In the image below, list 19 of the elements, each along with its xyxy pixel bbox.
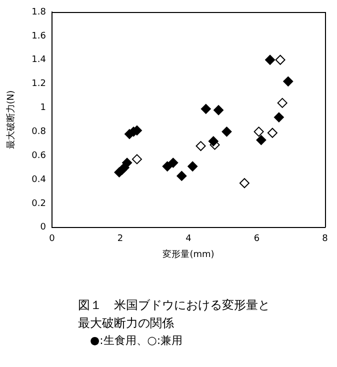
y-tick-label: 1.4 xyxy=(32,55,46,66)
x-tick-label: 2 xyxy=(117,234,124,244)
x-tick-label: 6 xyxy=(254,234,260,244)
text: ●:生食用、○:兼用 xyxy=(89,333,184,349)
y-tick-label: 1.8 xyxy=(32,7,46,18)
y-axis-title: 最大破断力(N) xyxy=(6,90,17,150)
y-tick-label: 1.6 xyxy=(32,31,46,42)
x-tick-label: 8 xyxy=(322,234,328,244)
y-tick-label: 0 xyxy=(40,222,46,233)
text: 図１ 米国ブドウにおける変形量と最大破断力の関係 xyxy=(78,297,271,332)
y-tick-label: 1.2 xyxy=(32,79,46,90)
x-tick-label: 0 xyxy=(49,234,56,244)
y-tick-label: 0.4 xyxy=(32,174,46,185)
x-axis-title: 変形量(mm) xyxy=(162,248,214,260)
y-tick-label: 0.8 xyxy=(32,127,46,138)
y-tick-label: 0.6 xyxy=(32,150,46,161)
y-tick-label: 1 xyxy=(40,103,46,114)
x-tick-label: 4 xyxy=(186,234,192,244)
y-tick-label: 0.2 xyxy=(32,198,46,209)
